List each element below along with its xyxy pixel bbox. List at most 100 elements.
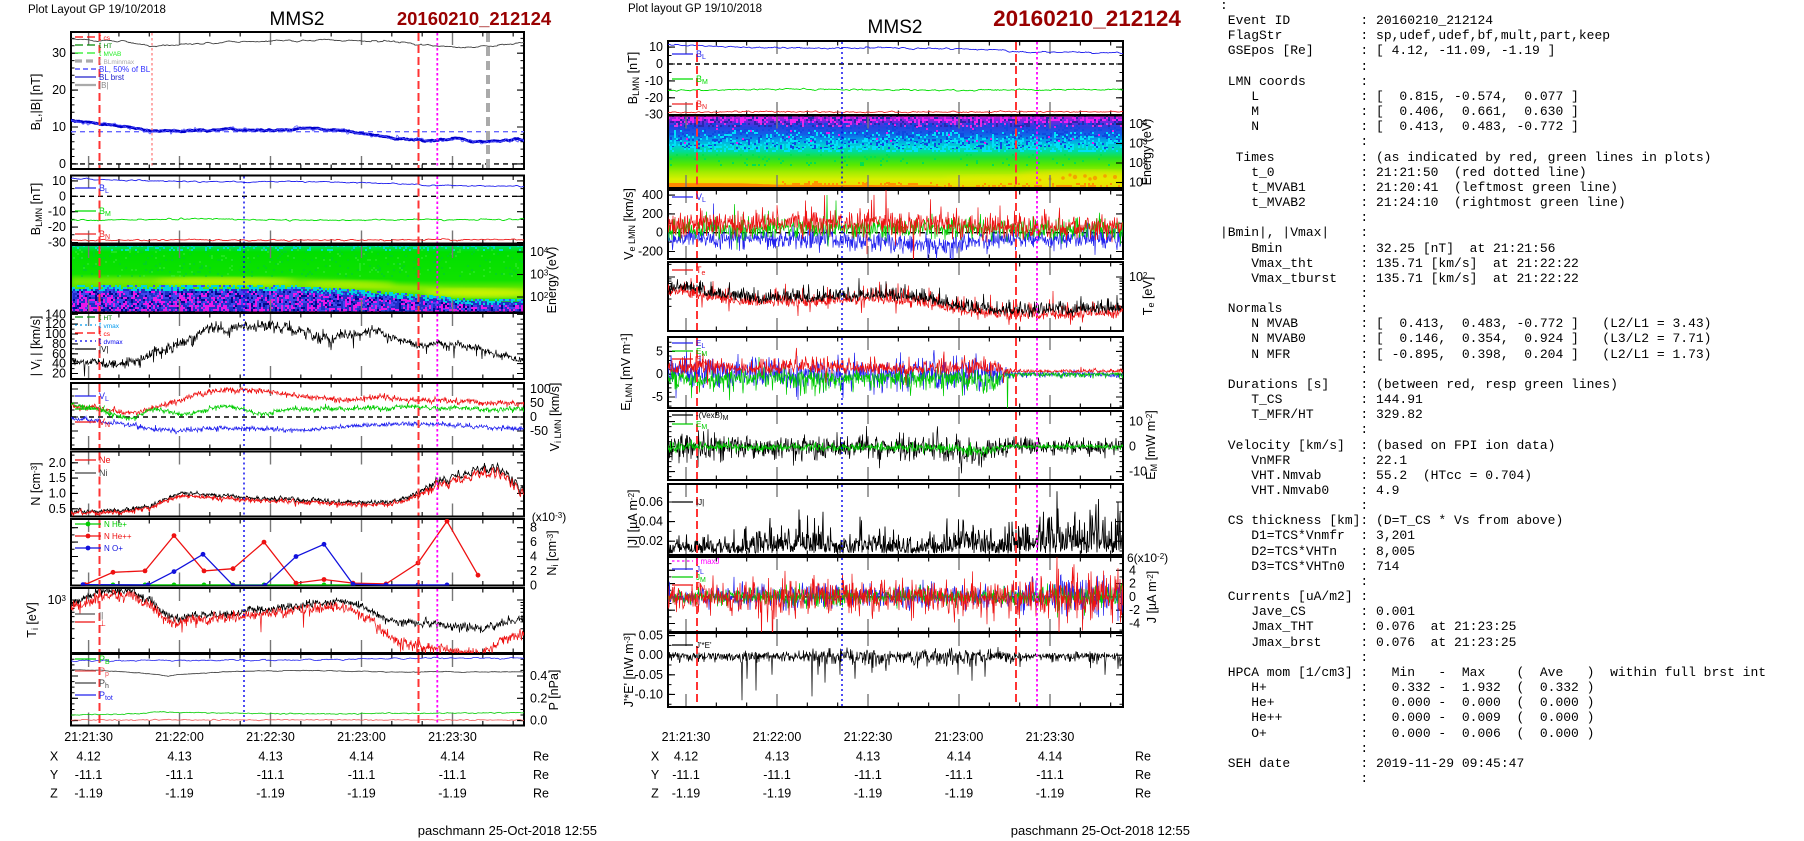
svg-text:VN: VN — [99, 417, 110, 429]
svg-text:30: 30 — [52, 46, 66, 60]
svg-text:-2: -2 — [1129, 603, 1140, 617]
svg-text:PB: PB — [99, 654, 110, 666]
svg-text:-1.19: -1.19 — [854, 787, 883, 801]
svg-text:-10: -10 — [1129, 465, 1147, 479]
svg-text:Re: Re — [533, 750, 549, 764]
svg-text:5: 5 — [656, 344, 663, 358]
svg-text:BN: BN — [696, 99, 707, 111]
svg-text:-1.19: -1.19 — [165, 787, 194, 801]
svg-text:EN: EN — [696, 355, 706, 366]
svg-text:21:23:30: 21:23:30 — [428, 730, 477, 744]
svg-text:-11.1: -11.1 — [1036, 768, 1064, 782]
svg-text:VL: VL — [99, 391, 109, 403]
svg-text:20: 20 — [52, 367, 66, 381]
svg-text:10: 10 — [52, 120, 66, 134]
svg-text:-1.19: -1.19 — [1036, 787, 1065, 801]
svg-text:Y: Y — [651, 768, 660, 782]
svg-text:103: 103 — [48, 593, 67, 607]
svg-text:J [µA m-2]: J [µA m-2] — [1145, 571, 1159, 624]
svg-text:BM: BM — [99, 206, 111, 218]
svg-text:t HT: t HT — [99, 313, 112, 322]
svg-text:0: 0 — [530, 578, 537, 592]
svg-text:1.5: 1.5 — [49, 471, 66, 485]
svg-text:t HT: t HT — [99, 41, 112, 50]
svg-text:4.13: 4.13 — [258, 750, 282, 764]
svg-text:Energy (eV): Energy (eV) — [545, 247, 559, 314]
svg-text:BL,|B| [nT]: BL,|B| [nT] — [29, 74, 44, 131]
svg-text:Te: Te — [696, 265, 706, 277]
svg-text:BLMN [nT]: BLMN [nT] — [626, 52, 641, 104]
svg-text:0.05: 0.05 — [639, 629, 663, 643]
svg-text:⊥: ⊥ — [99, 619, 106, 628]
svg-text:paschmann 25-Oct-2018 12:55: paschmann 25-Oct-2018 12:55 — [418, 823, 597, 838]
svg-text:-11.1: -11.1 — [763, 768, 791, 782]
svg-text:t cs: t cs — [99, 33, 111, 42]
svg-text:0: 0 — [656, 367, 663, 381]
svg-text:J'*E' [nW m-3]: J'*E' [nW m-3] — [622, 633, 636, 707]
svg-text:VL: VL — [696, 192, 706, 204]
svg-text:-4: -4 — [1129, 617, 1140, 631]
svg-text:-0.05: -0.05 — [635, 668, 664, 682]
svg-text:-1.19: -1.19 — [438, 787, 467, 801]
svg-text:4.12: 4.12 — [76, 750, 100, 764]
svg-text:4.12: 4.12 — [674, 750, 698, 764]
svg-text:-1.19: -1.19 — [347, 787, 376, 801]
svg-text:21:21:30: 21:21:30 — [662, 730, 711, 744]
svg-text:21:23:00: 21:23:00 — [337, 730, 386, 744]
svg-text:8: 8 — [530, 521, 537, 535]
svg-text:JL: JL — [696, 565, 704, 576]
svg-text:0.00: 0.00 — [639, 648, 663, 662]
svg-text:-10: -10 — [645, 74, 663, 88]
svg-text:4.14: 4.14 — [947, 750, 971, 764]
svg-text:N He+: N He+ — [104, 520, 127, 529]
svg-text:Ni: Ni — [99, 468, 108, 478]
svg-text:|B|: |B| — [99, 81, 109, 90]
svg-text:Vi LMN [km/s]: Vi LMN [km/s] — [548, 383, 563, 452]
svg-text:N O+: N O+ — [104, 544, 123, 553]
svg-text:-11.1: -11.1 — [166, 768, 194, 782]
svg-text:MMS2: MMS2 — [868, 17, 923, 38]
svg-text:-20: -20 — [645, 91, 663, 105]
svg-text:BN: BN — [99, 229, 110, 241]
svg-text:0.06: 0.06 — [639, 495, 663, 509]
svg-text:0.5: 0.5 — [49, 502, 66, 516]
svg-text:21:22:00: 21:22:00 — [753, 730, 802, 744]
svg-text:-30: -30 — [48, 236, 66, 250]
svg-text:120: 120 — [45, 317, 66, 331]
svg-text:200: 200 — [642, 207, 663, 221]
svg-text:4.14: 4.14 — [349, 750, 373, 764]
svg-text:EM: EM — [696, 347, 707, 358]
svg-text:BL: BL — [99, 183, 109, 195]
svg-text:6: 6 — [530, 535, 537, 549]
svg-text:-11.1: -11.1 — [854, 768, 882, 782]
svg-text:t maxJ: t maxJ — [696, 557, 720, 566]
svg-text:0: 0 — [59, 189, 66, 203]
svg-text:EM [mW m-2]: EM [mW m-2] — [1144, 410, 1159, 480]
svg-text:-1.19: -1.19 — [256, 787, 285, 801]
svg-text:0: 0 — [59, 157, 66, 171]
svg-text:MMS2: MMS2 — [270, 9, 325, 30]
svg-text:-11.1: -11.1 — [348, 768, 376, 782]
svg-text:Re: Re — [533, 787, 549, 801]
svg-text:Ni [cm-3]: Ni [cm-3] — [545, 530, 560, 575]
svg-text:Y: Y — [50, 768, 59, 782]
svg-text:100: 100 — [45, 327, 66, 341]
svg-text:t dvmax: t dvmax — [99, 337, 123, 346]
svg-text:Pp: Pp — [99, 666, 109, 678]
svg-text:140: 140 — [45, 307, 66, 321]
svg-text:-(VexB)M: -(VexB)M — [696, 411, 729, 422]
svg-text:t vmax: t vmax — [99, 321, 120, 330]
svg-text:-11.1: -11.1 — [945, 768, 973, 782]
svg-text:20160210_212124: 20160210_212124 — [993, 6, 1181, 31]
svg-text:0: 0 — [1129, 590, 1136, 604]
svg-text:4: 4 — [530, 550, 537, 564]
svg-text:Ptot: Ptot — [99, 690, 113, 702]
svg-text:40: 40 — [52, 357, 66, 371]
svg-text:N He++: N He++ — [104, 532, 132, 541]
svg-text:Z: Z — [651, 787, 659, 801]
svg-text:JN: JN — [696, 581, 705, 592]
svg-text:BL: BL — [696, 49, 706, 61]
svg-text:2: 2 — [530, 564, 537, 578]
svg-text:Re: Re — [533, 768, 549, 782]
svg-text:|V|: |V| — [99, 345, 109, 354]
